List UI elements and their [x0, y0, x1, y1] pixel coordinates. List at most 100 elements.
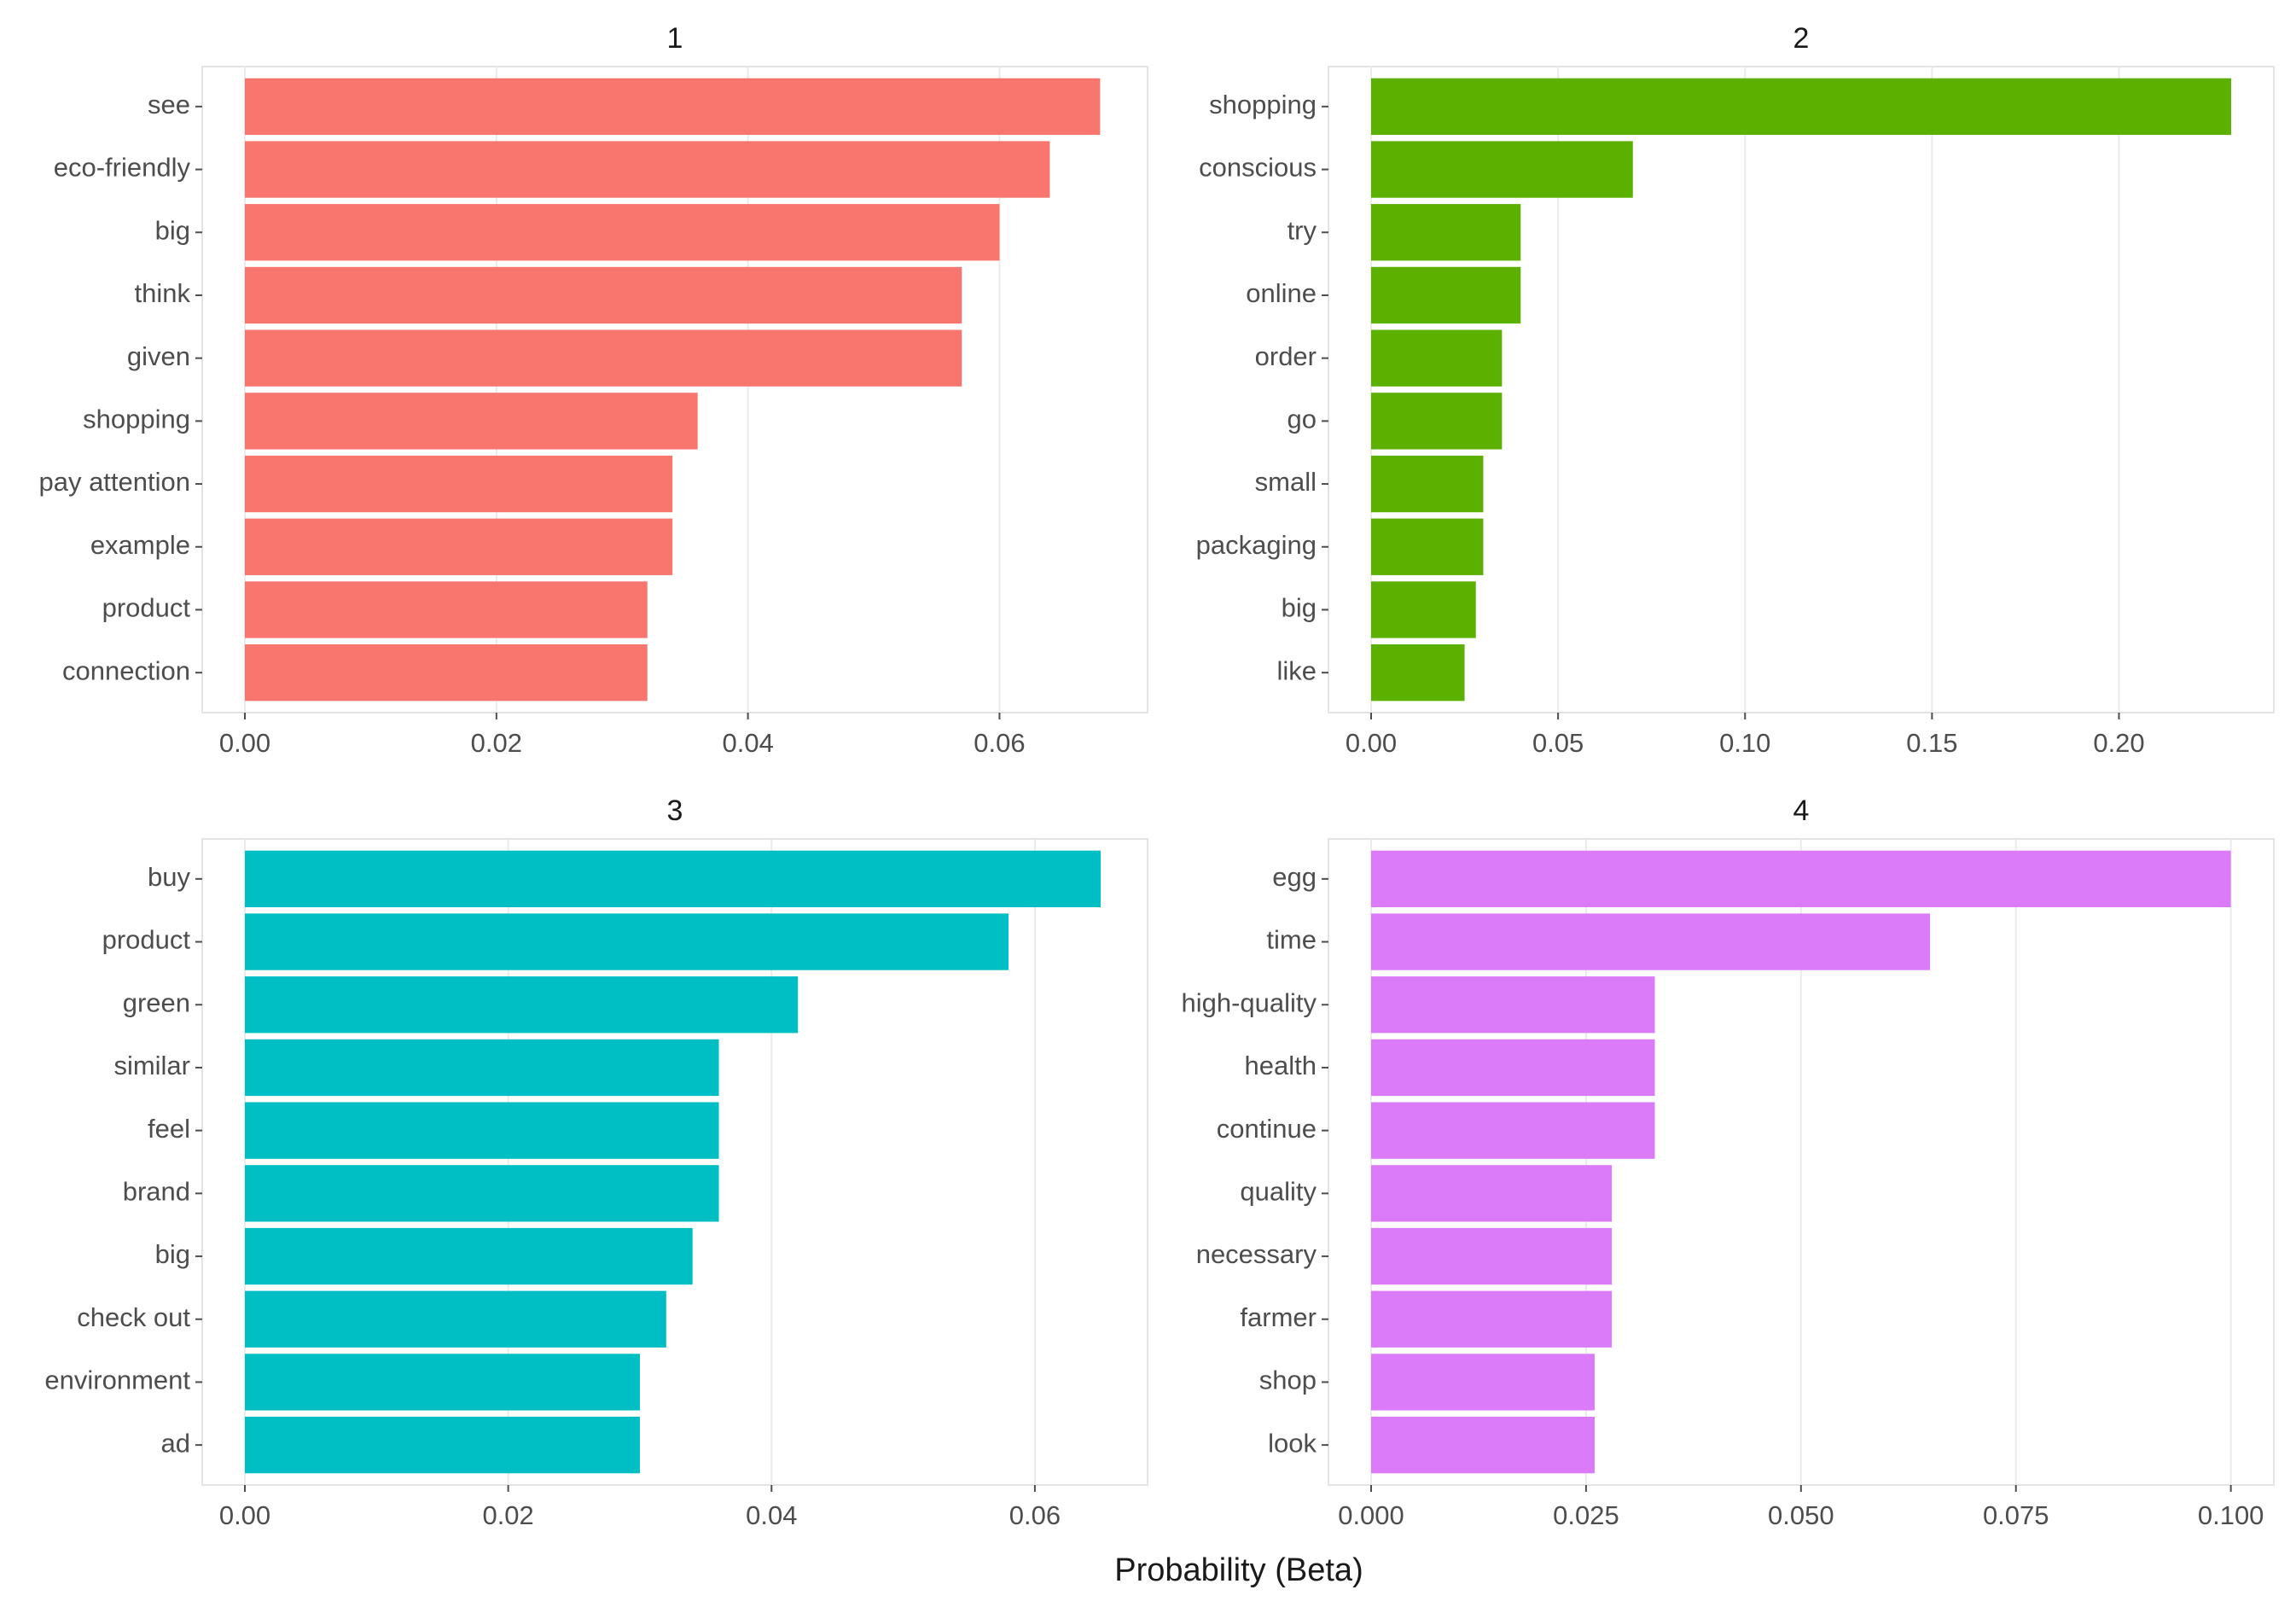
x-tick-label: 0.075	[1983, 1500, 2049, 1530]
x-tick-label: 0.04	[746, 1500, 797, 1530]
bar	[1371, 1039, 1655, 1097]
category-label: shopping	[1209, 90, 1317, 119]
bar	[245, 518, 673, 575]
category-label: brand	[123, 1177, 190, 1207]
category-label: see	[148, 90, 190, 119]
bar	[245, 913, 1009, 970]
x-tick-label: 0.00	[219, 728, 270, 758]
category-label: health	[1245, 1051, 1317, 1080]
category-label: necessary	[1196, 1239, 1317, 1269]
category-label: given	[127, 341, 190, 371]
category-label: time	[1266, 925, 1317, 955]
bar	[1371, 581, 1476, 638]
x-tick-label: 0.02	[482, 1500, 533, 1530]
bar	[1371, 913, 1930, 970]
category-label: go	[1288, 405, 1317, 434]
bar	[245, 976, 799, 1034]
panel-title: 1	[667, 22, 683, 55]
panel-4: egg time high-quality health continue quality…	[1181, 795, 2275, 1530]
panel-2: shopping conscious try online order go small pa…	[1196, 22, 2275, 758]
bar	[245, 1102, 719, 1159]
x-tick-label: 0.04	[722, 728, 773, 758]
category-label: order	[1255, 341, 1317, 371]
bar	[245, 1416, 640, 1474]
x-tick-label: 0.06	[1009, 1500, 1061, 1530]
category-label: buy	[148, 862, 190, 892]
bar	[245, 1039, 719, 1097]
category-label: product	[102, 925, 191, 955]
panel-title: 4	[1793, 795, 1810, 827]
category-label: small	[1255, 467, 1317, 497]
bar	[1371, 204, 1521, 261]
x-tick-label: 0.00	[1346, 728, 1397, 758]
bar	[245, 1165, 719, 1222]
category-label: online	[1246, 278, 1317, 308]
bar	[245, 393, 698, 450]
bar	[1371, 455, 1484, 513]
panel-3: buy product green similar feel brand big check …	[44, 795, 1148, 1530]
x-tick-label: 0.050	[1768, 1500, 1834, 1530]
x-tick-label: 0.10	[1719, 728, 1770, 758]
bar	[245, 266, 962, 324]
category-label: connection	[62, 655, 190, 685]
category-label: green	[123, 987, 190, 1017]
bar	[245, 850, 1101, 908]
category-label: continue	[1217, 1114, 1317, 1144]
bar	[1371, 1165, 1613, 1222]
x-axis-title: Probability (Beta)	[1114, 1552, 1363, 1588]
x-tick-label: 0.025	[1553, 1500, 1619, 1530]
x-tick-label: 0.20	[2093, 728, 2144, 758]
bar	[1371, 1290, 1613, 1348]
category-label: eco-friendly	[54, 153, 191, 183]
category-label: high-quality	[1181, 987, 1317, 1017]
category-label: check out	[77, 1302, 190, 1332]
bar	[1371, 850, 2231, 908]
category-label: quality	[1240, 1177, 1317, 1207]
bar	[1371, 1227, 1613, 1285]
category-label: big	[155, 1239, 190, 1269]
x-tick-label: 0.05	[1532, 728, 1584, 758]
bar	[1371, 78, 2231, 136]
bar	[1371, 141, 1633, 198]
x-tick-label: 0.100	[2198, 1500, 2264, 1530]
bar	[1371, 329, 1503, 387]
bar	[245, 581, 648, 638]
bar	[245, 78, 1101, 136]
category-label: farmer	[1240, 1302, 1317, 1332]
category-label: shopping	[83, 405, 190, 434]
category-label: environment	[44, 1366, 190, 1395]
bar	[1371, 1416, 1595, 1474]
panel-title: 2	[1793, 22, 1810, 55]
x-tick-label: 0.000	[1338, 1500, 1404, 1530]
panel-1: see eco-friendly big think given shopping pay …	[38, 22, 1148, 758]
category-label: packaging	[1196, 530, 1317, 560]
category-label: egg	[1272, 862, 1317, 892]
bar	[245, 1227, 693, 1285]
bar	[245, 643, 648, 702]
bar	[1371, 1354, 1595, 1411]
x-tick-label: 0.02	[471, 728, 522, 758]
category-label: big	[155, 215, 190, 245]
bar	[1371, 1102, 1655, 1159]
category-label: shop	[1259, 1366, 1317, 1395]
bar	[1371, 266, 1521, 324]
bar	[245, 1354, 640, 1411]
category-label: big	[1282, 593, 1317, 623]
bar	[1371, 976, 1655, 1034]
category-label: look	[1268, 1428, 1317, 1458]
bar	[1371, 643, 1465, 702]
category-label: like	[1276, 655, 1317, 685]
bar	[245, 455, 673, 513]
category-label: feel	[148, 1114, 190, 1144]
category-label: think	[135, 278, 191, 308]
category-label: example	[90, 530, 190, 560]
bar	[245, 204, 1000, 261]
bar	[245, 329, 962, 387]
bar	[245, 141, 1050, 198]
x-tick-label: 0.15	[1906, 728, 1957, 758]
category-label: pay attention	[38, 467, 190, 497]
category-label: try	[1288, 215, 1317, 245]
bar	[1371, 393, 1503, 450]
bar	[1371, 518, 1484, 575]
